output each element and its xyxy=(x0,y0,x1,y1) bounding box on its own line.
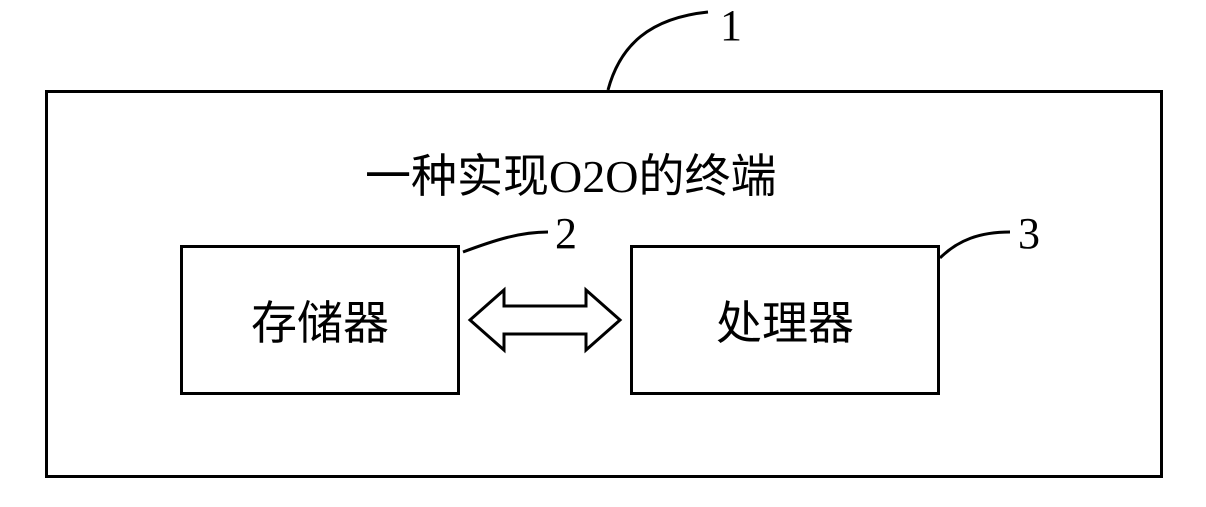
diagram-title: 一种实现O2O的终端 xyxy=(365,140,776,206)
diagram-canvas: 一种实现O2O的终端 存储器 处理器 1 2 3 xyxy=(0,0,1206,507)
processor-label: 处理器 xyxy=(716,287,854,353)
ref-label-1: 1 xyxy=(720,0,742,51)
processor-box: 处理器 xyxy=(630,245,940,395)
ref-label-3: 3 xyxy=(1018,208,1040,259)
leader-line-1 xyxy=(608,12,708,90)
ref-label-2: 2 xyxy=(555,208,577,259)
memory-box: 存储器 xyxy=(180,245,460,395)
memory-label: 存储器 xyxy=(251,287,389,353)
